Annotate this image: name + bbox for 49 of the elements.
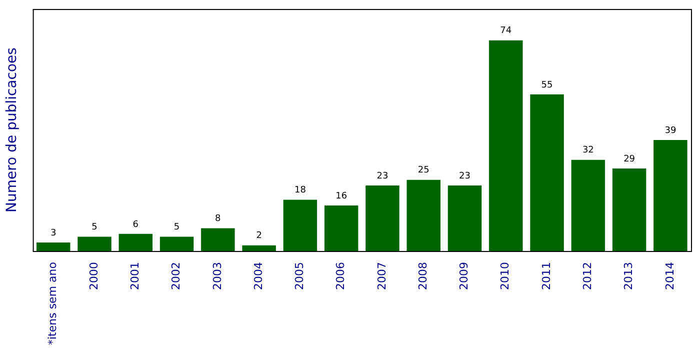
x-tick-label: 2012 xyxy=(581,262,594,290)
bar xyxy=(201,228,235,252)
bar xyxy=(242,245,276,252)
data-label: 2 xyxy=(256,231,262,242)
bar xyxy=(36,242,70,252)
bar xyxy=(654,140,688,252)
x-tick-label: 2011 xyxy=(540,262,553,290)
x-tick-label: 2003 xyxy=(210,262,224,290)
y-axis-title: Numero de publicacoes xyxy=(4,48,20,212)
x-tick-label: 2000 xyxy=(87,262,100,290)
x-tick-label: 2014 xyxy=(663,262,676,290)
x-tick-label: 2001 xyxy=(128,262,142,290)
x-tick-label: 2005 xyxy=(293,262,306,290)
x-tick-label: 2008 xyxy=(416,262,430,290)
bar xyxy=(78,236,112,252)
bar xyxy=(283,200,318,252)
bar xyxy=(530,94,564,252)
bar xyxy=(406,180,440,252)
data-label: 23 xyxy=(376,171,388,182)
data-label: 5 xyxy=(174,222,180,233)
bar xyxy=(324,205,358,252)
x-tick-label: 2002 xyxy=(170,262,183,290)
x-tick-label: 2009 xyxy=(458,262,471,290)
data-label: 5 xyxy=(92,222,98,233)
bar xyxy=(366,186,400,252)
bar xyxy=(571,160,606,252)
data-label: 39 xyxy=(664,126,676,136)
bar xyxy=(489,40,523,252)
data-label: 23 xyxy=(459,171,470,182)
x-tick-label: 2004 xyxy=(252,262,265,290)
data-label: 29 xyxy=(624,154,636,164)
data-label: 3 xyxy=(50,228,56,238)
data-label: 55 xyxy=(541,80,553,90)
data-label: 6 xyxy=(132,220,139,230)
x-tick-label: 2007 xyxy=(375,262,388,290)
x-tick-label: 2006 xyxy=(334,262,348,290)
bar xyxy=(448,186,482,252)
x-tick-label: 2010 xyxy=(498,262,512,290)
bar xyxy=(118,234,153,252)
data-label: 74 xyxy=(500,26,512,36)
data-label: 18 xyxy=(294,186,306,196)
data-label: 32 xyxy=(582,146,594,156)
bar xyxy=(612,168,646,252)
data-label: 25 xyxy=(418,166,430,176)
data-label: 16 xyxy=(336,191,348,202)
x-tick-label: *itens sem ano xyxy=(46,262,60,346)
data-label: 8 xyxy=(215,214,222,224)
bar xyxy=(160,236,194,252)
x-tick-label: 2013 xyxy=(622,262,636,290)
